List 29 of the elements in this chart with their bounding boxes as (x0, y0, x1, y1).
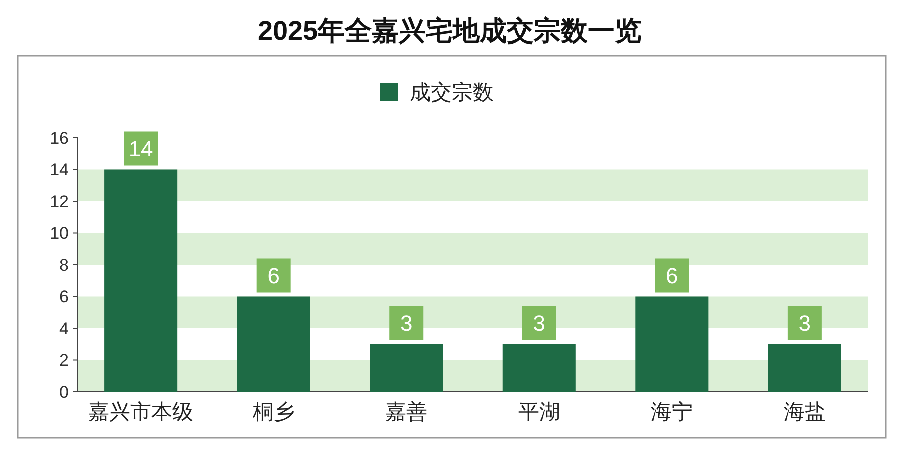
data-label: 3 (400, 311, 413, 336)
bar (104, 170, 178, 392)
x-tick-label: 嘉善 (386, 400, 428, 424)
data-label: 6 (268, 263, 280, 288)
bar (636, 296, 709, 392)
y-tick-label: 16 (50, 128, 69, 148)
chart-title: 2025年全嘉兴宅地成交宗数一览 (258, 16, 642, 46)
bar (237, 296, 310, 392)
y-tick-label: 10 (50, 224, 69, 244)
x-tick-label: 海盐 (784, 401, 826, 424)
x-tick-label: 海宁 (651, 401, 694, 424)
data-label: 3 (533, 311, 546, 336)
y-tick-label: 6 (60, 288, 69, 307)
bar (370, 344, 444, 392)
legend-label: 成交宗数 (410, 81, 494, 104)
y-tick-label: 14 (50, 160, 69, 180)
y-tick-label: 8 (60, 256, 69, 275)
y-tick-label: 12 (50, 192, 69, 212)
data-label: 3 (798, 311, 812, 336)
data-label: 14 (128, 136, 154, 162)
bar (502, 344, 576, 392)
bar (768, 344, 842, 392)
x-tick-label: 嘉兴市本级 (88, 401, 194, 424)
y-tick-label: 2 (60, 351, 69, 370)
x-tick-label: 平湖 (518, 401, 560, 424)
y-tick-label: 4 (60, 319, 69, 338)
y-tick-label: 0 (60, 382, 69, 402)
x-tick-label: 桐乡 (252, 401, 295, 424)
data-label: 6 (666, 263, 678, 288)
